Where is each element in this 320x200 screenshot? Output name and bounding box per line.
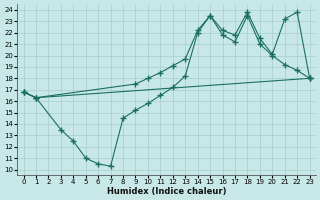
X-axis label: Humidex (Indice chaleur): Humidex (Indice chaleur) [107, 187, 226, 196]
